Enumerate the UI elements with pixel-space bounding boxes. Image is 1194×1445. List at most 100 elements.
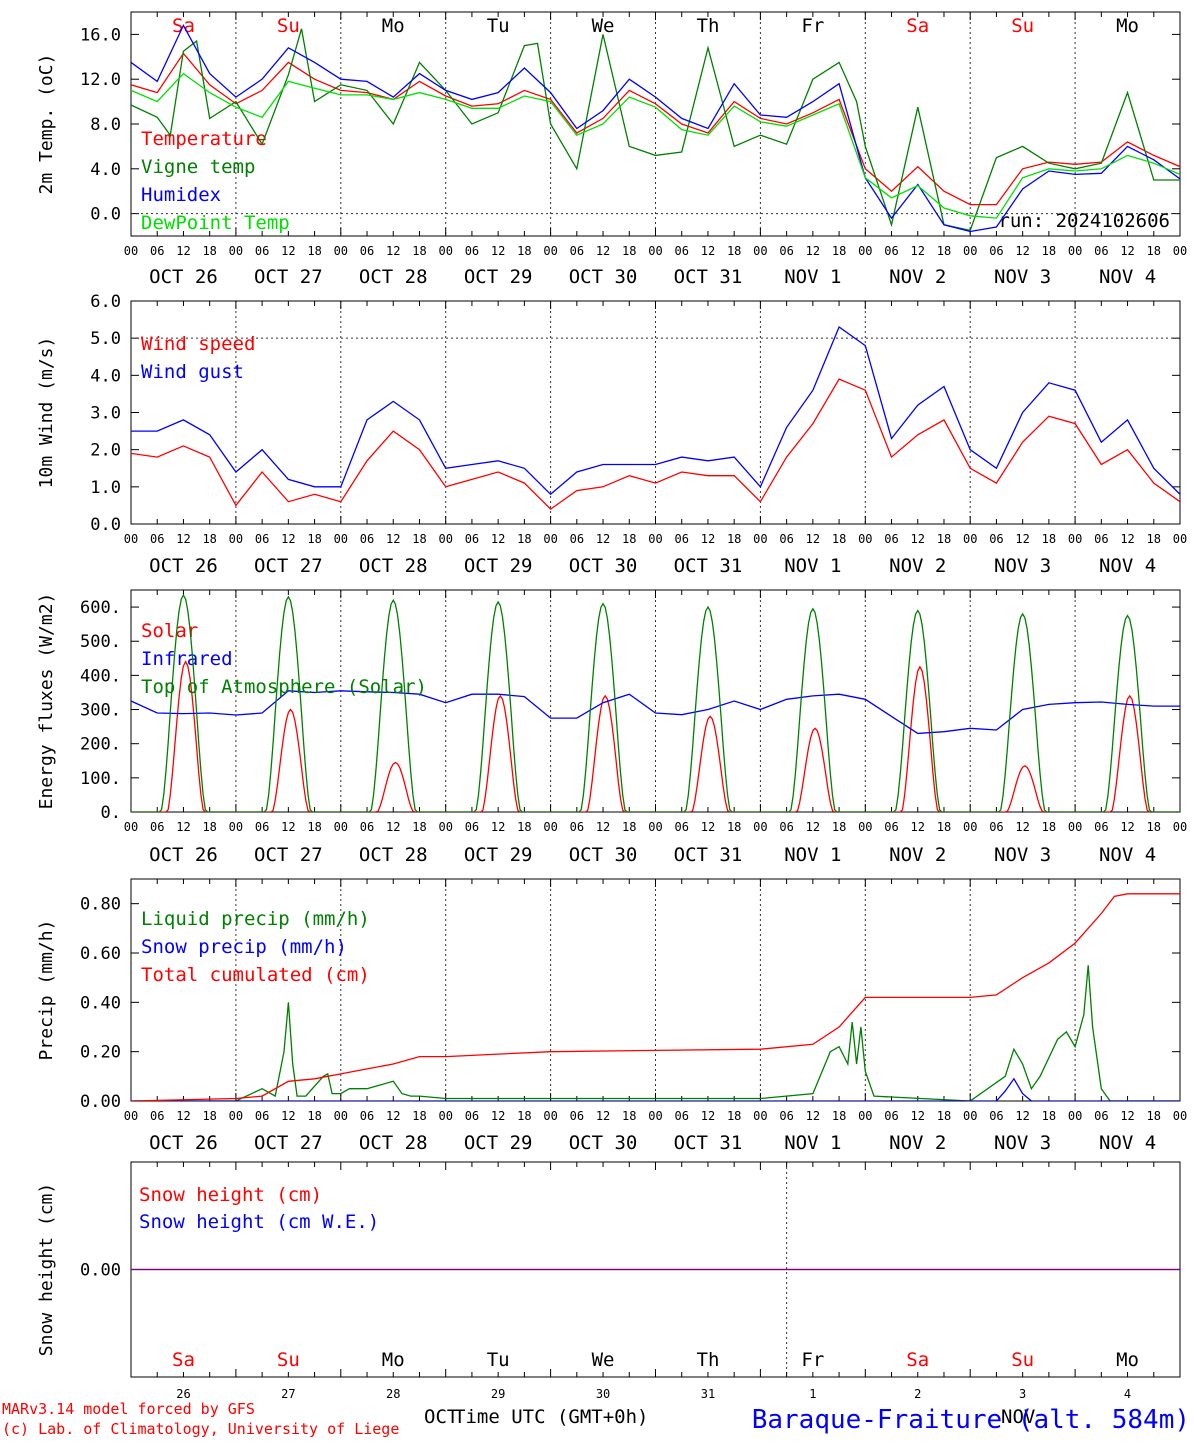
hour-tick-label: 00: [963, 244, 977, 258]
hour-tick-label: 06: [674, 820, 688, 834]
day-of-week-label: Tu: [487, 1349, 510, 1371]
hour-tick-label: 00: [1173, 820, 1187, 834]
hour-tick-label: 00: [648, 244, 662, 258]
hour-tick-label: 06: [360, 1109, 374, 1123]
hour-tick-label: 18: [412, 820, 426, 834]
hour-tick-label: 06: [150, 1109, 164, 1123]
footer: MARv3.14 model forced by GFS (c) Lab. of …: [2, 1400, 1190, 1438]
hour-tick-label: 06: [570, 1109, 584, 1123]
date-label: OCT 29: [464, 1132, 533, 1154]
hour-tick-label: 00: [543, 820, 557, 834]
date-label: OCT 27: [254, 844, 323, 866]
date-label: NOV 4: [1099, 266, 1156, 288]
date-label: OCT 31: [674, 266, 743, 288]
legend-entry: Total cumulated (cm): [141, 964, 370, 986]
hour-tick-label: 00: [753, 1109, 767, 1123]
legend-entry: Infrared: [141, 648, 233, 670]
y-tick-label: 4.0: [90, 366, 121, 386]
day-number-label: 28: [386, 1387, 400, 1401]
hour-tick-label: 06: [989, 532, 1003, 546]
series-line-total-cumulated-cm-: [131, 893, 1180, 1101]
hour-tick-label: 06: [1094, 1109, 1108, 1123]
hour-tick-label: 06: [779, 1109, 793, 1123]
hour-tick-label: 06: [465, 244, 479, 258]
hour-tick-label: 18: [412, 532, 426, 546]
hour-tick-label: 18: [1147, 244, 1161, 258]
day-of-week-label: Sa: [172, 1349, 195, 1371]
hour-tick-label: 12: [911, 820, 925, 834]
hour-tick-label: 18: [832, 532, 846, 546]
day-of-week-label: We: [592, 15, 615, 37]
hour-tick-label: 00: [858, 532, 872, 546]
y-tick-label: 8.0: [90, 115, 121, 135]
hour-tick-label: 12: [701, 244, 715, 258]
series-line-vigne-temp: [131, 28, 1180, 232]
hour-tick-label: 06: [465, 1109, 479, 1123]
run-label: run: 2024102606: [998, 210, 1170, 232]
hour-tick-label: 12: [386, 244, 400, 258]
hour-tick-label: 12: [281, 820, 295, 834]
hour-tick-label: 00: [753, 820, 767, 834]
hour-tick-label: 12: [281, 1109, 295, 1123]
hour-tick-label: 06: [779, 532, 793, 546]
date-label: OCT 26: [149, 1132, 218, 1154]
day-of-week-label: Su: [277, 15, 300, 37]
hour-tick-label: 12: [176, 244, 190, 258]
date-label: OCT 30: [569, 1132, 638, 1154]
hour-tick-label: 00: [438, 532, 452, 546]
hour-tick-label: 12: [596, 532, 610, 546]
hour-tick-label: 18: [622, 532, 636, 546]
hour-tick-label: 18: [1042, 820, 1056, 834]
hour-tick-label: 12: [281, 532, 295, 546]
y-tick-label: 0.00: [80, 1261, 121, 1281]
date-label: NOV 4: [1099, 844, 1156, 866]
hour-tick-label: 18: [727, 244, 741, 258]
hour-tick-label: 12: [596, 820, 610, 834]
hour-tick-label: 06: [779, 820, 793, 834]
hour-tick-label: 18: [937, 820, 951, 834]
hour-tick-label: 18: [622, 244, 636, 258]
y-tick-label: 2.0: [90, 441, 121, 461]
hour-tick-label: 00: [648, 820, 662, 834]
hour-tick-label: 00: [1173, 532, 1187, 546]
y-axis-label: 10m Wind (m/s): [36, 337, 57, 489]
hour-tick-label: 18: [832, 820, 846, 834]
day-of-week-label: Tu: [487, 15, 510, 37]
hour-tick-label: 06: [884, 244, 898, 258]
legend-entry: Vigne temp: [141, 156, 255, 178]
hour-tick-label: 00: [1068, 820, 1082, 834]
legend-entry: Liquid precip (mm/h): [141, 908, 370, 930]
hour-tick-label: 12: [281, 244, 295, 258]
date-label: OCT 26: [149, 266, 218, 288]
date-label: NOV 2: [889, 555, 946, 577]
day-of-week-label: Sa: [906, 15, 929, 37]
hour-tick-label: 00: [963, 532, 977, 546]
hour-tick-label: 18: [937, 532, 951, 546]
hour-tick-label: 18: [622, 1109, 636, 1123]
hour-tick-label: 00: [858, 820, 872, 834]
y-tick-label: 16.0: [80, 25, 121, 45]
y-tick-label: 100.: [80, 769, 121, 789]
hour-tick-label: 12: [596, 1109, 610, 1123]
hour-tick-label: 00: [124, 532, 138, 546]
hour-tick-label: 12: [1015, 532, 1029, 546]
hour-tick-label: 12: [701, 532, 715, 546]
hour-tick-label: 06: [884, 532, 898, 546]
hour-tick-label: 06: [884, 1109, 898, 1123]
hour-tick-label: 18: [937, 1109, 951, 1123]
hour-tick-label: 06: [1094, 244, 1108, 258]
hour-tick-label: 12: [176, 1109, 190, 1123]
day-of-week-label: Su: [1011, 1349, 1034, 1371]
hour-tick-label: 18: [307, 244, 321, 258]
panel-3: 00 06 12 18 00 06 12 18 00 06 12 18 00 06 12 18 00 06 12 18…: [36, 589, 1187, 866]
panel-1: 00 06 12 18 00 06 12 18 00 06 12 18 00 06 12 18 00 06 12 18…: [36, 11, 1187, 288]
date-label: OCT 31: [674, 844, 743, 866]
hour-tick-label: 06: [989, 820, 1003, 834]
hour-tick-label: 12: [176, 532, 190, 546]
hour-tick-label: 06: [255, 820, 269, 834]
legend-entry: DewPoint Temp: [141, 212, 290, 234]
y-tick-label: 0.40: [80, 993, 121, 1013]
hour-tick-label: 12: [1015, 1109, 1029, 1123]
hour-tick-label: 00: [753, 244, 767, 258]
hour-tick-label: 18: [1147, 820, 1161, 834]
